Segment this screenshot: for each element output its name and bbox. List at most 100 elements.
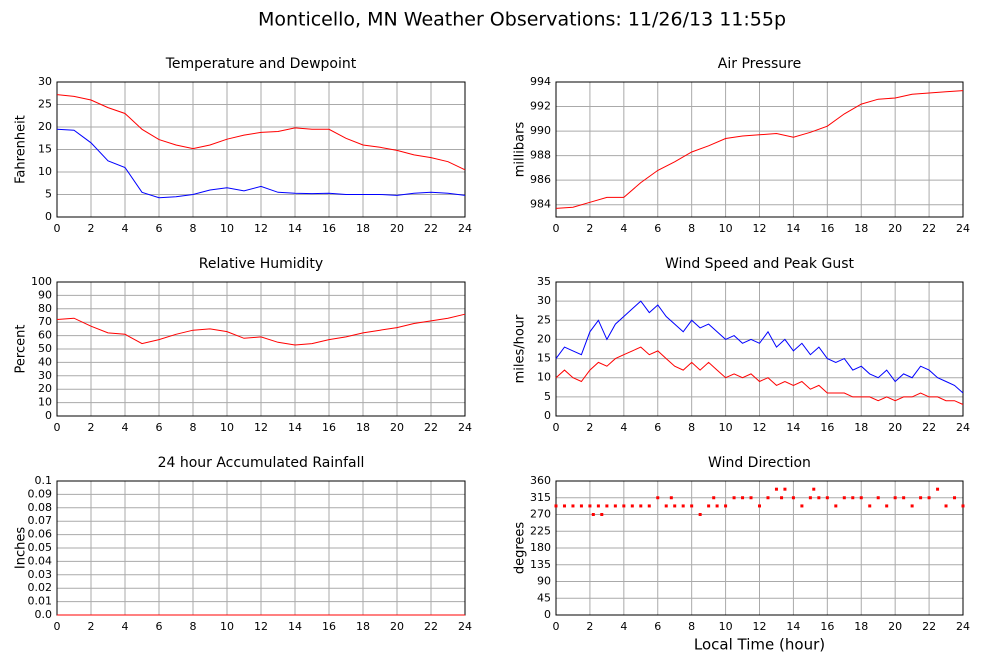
- data-point: [774, 487, 778, 491]
- x-tick-label: 16: [820, 620, 834, 633]
- y-axis-label: miles/hour: [513, 314, 528, 383]
- x-tick-label: 10: [220, 421, 234, 434]
- y-tick-label: 0.0: [35, 608, 53, 621]
- x-tick-label: 6: [654, 222, 661, 235]
- x-tick-label: 18: [356, 222, 370, 235]
- y-tick-label: 10: [38, 396, 52, 409]
- data-line: [56, 313, 466, 346]
- x-tick-label: 24: [956, 222, 970, 235]
- data-line: [56, 94, 466, 171]
- x-tick-label: 6: [654, 620, 661, 633]
- data-point: [591, 513, 595, 516]
- chart-title: Air Pressure: [718, 56, 801, 72]
- data-point: [893, 496, 897, 500]
- y-tick-label: 0.02: [28, 581, 53, 594]
- plot-frame: [56, 81, 466, 218]
- y-tick-label: 0.06: [28, 528, 53, 541]
- data-point: [579, 504, 583, 508]
- x-tick-label: 0: [54, 222, 61, 235]
- x-tick-label: 6: [156, 620, 163, 633]
- chart-title: 24 hour Accumulated Rainfall: [158, 455, 365, 471]
- y-tick-label: 25: [38, 98, 52, 111]
- x-tick-label: 10: [220, 620, 234, 633]
- x-tick-label: 10: [719, 620, 733, 633]
- x-tick-label: 20: [888, 421, 902, 434]
- data-point: [919, 496, 923, 500]
- x-tick-label: 12: [254, 222, 268, 235]
- y-tick-label: 15: [38, 143, 52, 156]
- chart-title: Relative Humidity: [199, 256, 323, 272]
- x-tick-label: 22: [922, 222, 936, 235]
- data-point: [953, 496, 957, 500]
- plot-frame: [555, 281, 964, 417]
- x-tick-label: 4: [122, 620, 129, 633]
- x-tick-label: 12: [753, 421, 767, 434]
- x-tick-label: 16: [322, 620, 336, 633]
- x-tick-label: 10: [719, 421, 733, 434]
- data-point: [961, 504, 965, 508]
- y-tick-label: 20: [38, 120, 52, 133]
- x-tick-label: 12: [753, 222, 767, 235]
- chart-title: Wind Speed and Peak Gust: [665, 256, 854, 272]
- plot-frame: [555, 81, 964, 218]
- y-tick-label: 10: [38, 165, 52, 178]
- data-point: [910, 504, 914, 508]
- x-tick-label: 2: [586, 222, 593, 235]
- x-tick-label: 18: [356, 421, 370, 434]
- y-tick-label: 225: [530, 524, 551, 537]
- x-tick-label: 14: [786, 222, 800, 235]
- x-tick-label: 22: [424, 421, 438, 434]
- y-tick-label: 0: [45, 210, 52, 223]
- y-tick-label: 90: [537, 575, 551, 588]
- x-tick-label: 14: [288, 421, 302, 434]
- y-tick-label: 30: [38, 75, 52, 88]
- x-tick-label: 0: [553, 222, 560, 235]
- x-tick-label: 16: [322, 421, 336, 434]
- data-point: [664, 504, 668, 508]
- x-tick-label: 24: [458, 222, 472, 235]
- data-point: [825, 496, 829, 500]
- y-tick-label: 10: [537, 371, 551, 384]
- x-tick-label: 2: [586, 620, 593, 633]
- x-tick-label: 8: [190, 421, 197, 434]
- data-point: [673, 504, 677, 508]
- y-tick-label: 0: [544, 608, 551, 621]
- data-point: [656, 496, 660, 500]
- data-point: [681, 504, 685, 508]
- x-tick-label: 20: [390, 222, 404, 235]
- data-point: [859, 496, 863, 500]
- data-point: [758, 504, 761, 508]
- y-tick-label: 180: [530, 541, 551, 554]
- data-point: [571, 504, 575, 508]
- x-tick-label: 4: [620, 222, 627, 235]
- y-axis-label: Fahrenheit: [14, 115, 29, 184]
- data-point: [554, 504, 558, 508]
- data-point: [724, 504, 728, 508]
- x-tick-label: 18: [356, 620, 370, 633]
- x-tick-label: 2: [586, 421, 593, 434]
- y-tick-label: 270: [530, 508, 551, 521]
- x-tick-label: 22: [922, 421, 936, 434]
- data-point: [791, 496, 795, 500]
- y-tick-label: 50: [38, 342, 52, 355]
- x-tick-label: 14: [288, 620, 302, 633]
- y-tick-label: 0.03: [28, 568, 53, 581]
- x-tick-label: 14: [288, 222, 302, 235]
- x-tick-label: 2: [88, 421, 95, 434]
- data-point: [842, 496, 846, 500]
- data-point: [812, 487, 816, 491]
- y-tick-label: 986: [530, 173, 551, 186]
- y-tick-label: 0: [45, 409, 52, 422]
- x-tick-label: 0: [553, 620, 560, 633]
- y-tick-label: 30: [537, 294, 551, 307]
- y-tick-label: 60: [38, 329, 52, 342]
- data-line: [555, 90, 964, 209]
- y-axis-label: Percent: [14, 325, 29, 374]
- data-point: [766, 496, 770, 500]
- x-tick-label: 14: [786, 421, 800, 434]
- y-tick-label: 984: [530, 198, 551, 211]
- x-tick-label: 6: [654, 421, 661, 434]
- data-point: [639, 504, 643, 508]
- x-tick-label: 22: [424, 620, 438, 633]
